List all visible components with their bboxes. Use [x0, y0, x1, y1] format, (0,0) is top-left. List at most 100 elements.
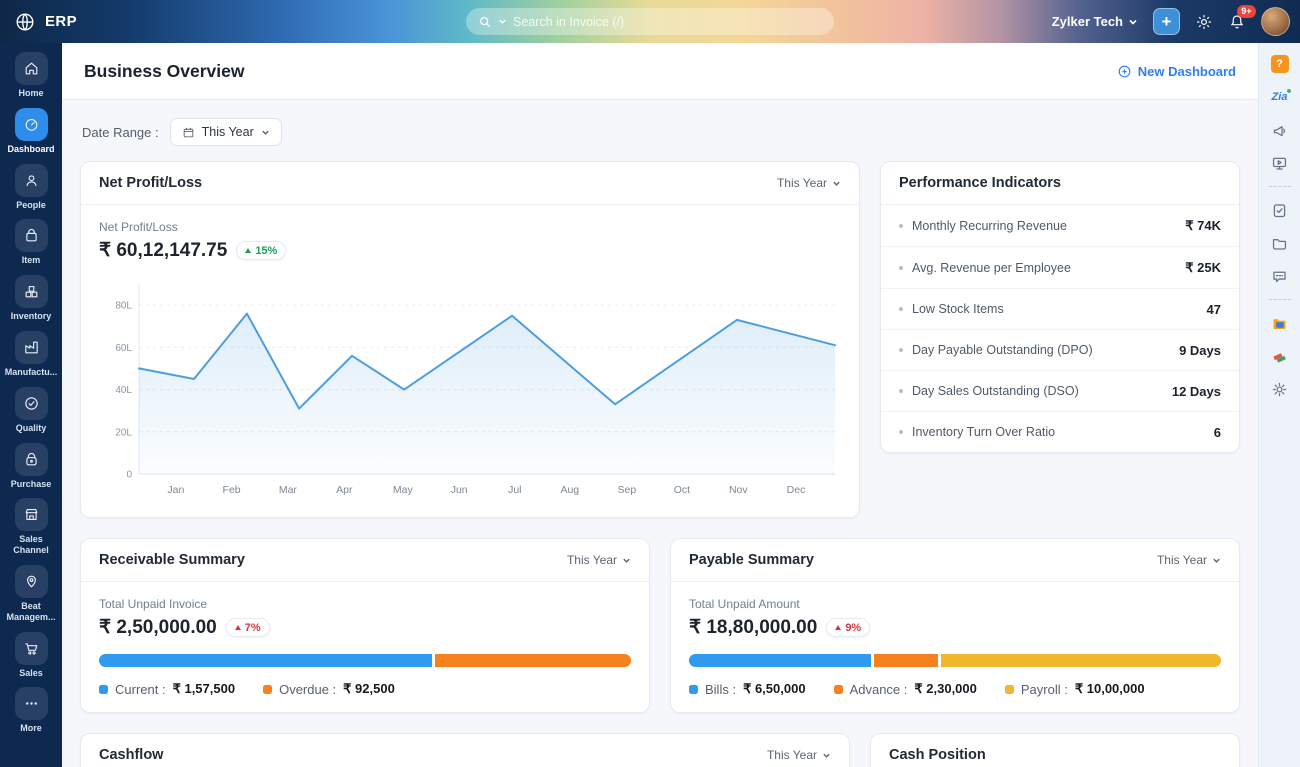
sidebar-item-beat-management[interactable]: Beat Managem...: [1, 564, 61, 623]
topbar: ERP Zylker Tech + 9+: [0, 0, 1300, 43]
notification-badge: 9+: [1236, 4, 1256, 18]
sidebar-item-manufacturing[interactable]: Manufactu...: [1, 330, 61, 378]
indicator-row: Day Payable Outstanding (DPO) 9 Days: [881, 330, 1239, 371]
indicator-row: Low Stock Items 47: [881, 289, 1239, 330]
card-title: Cashflow: [99, 747, 164, 763]
growth-badge: 9%: [826, 618, 871, 637]
sidebar-item-item[interactable]: Item: [1, 219, 61, 266]
sidebar-item-label: Home: [18, 88, 44, 98]
growth-badge: 15%: [236, 241, 287, 260]
erp-logo-icon: [14, 11, 36, 33]
user-avatar[interactable]: [1261, 7, 1290, 36]
settings-icon[interactable]: [1195, 13, 1213, 31]
payable-stacked-bar: [689, 654, 1221, 667]
indicator-label: Day Sales Outstanding (DSO): [912, 384, 1079, 398]
sidebar-item-more[interactable]: More: [1, 687, 61, 734]
sidebar-item-sales-channel[interactable]: Sales Channel: [1, 498, 61, 556]
sidebar-item-label: Item: [21, 255, 41, 266]
date-range-dropdown[interactable]: This Year: [169, 118, 282, 146]
net-profit-chart-svg: 80L 60L 40L 20L 0 Jan Feb Mar Apr May Jun Jul Aug Sep…: [115, 284, 836, 496]
dashboard-icon: [14, 107, 48, 141]
card-title: Net Profit/Loss: [99, 175, 203, 191]
new-dashboard-button[interactable]: New Dashboard: [1117, 64, 1236, 79]
boxes-icon: [14, 275, 48, 309]
chevron-down-icon: [262, 130, 269, 135]
receivable-legend: Current : ₹ 1,57,500 Overdue : ₹ 92,500: [99, 681, 631, 702]
legend-dot: [1004, 684, 1014, 694]
sidebar-item-label: People: [16, 199, 46, 210]
card-title: Performance Indicators: [899, 175, 1061, 191]
circle-plus-icon: [1118, 65, 1131, 77]
sidebar-item-home[interactable]: Home: [1, 52, 61, 99]
home-icon: [14, 52, 48, 85]
rail-folder-icon[interactable]: [1269, 232, 1291, 254]
notifications-bell-icon[interactable]: 9+: [1228, 4, 1256, 31]
cashflow-period-dropdown[interactable]: This Year: [767, 748, 831, 762]
sidebar-item-purchase[interactable]: Purchase: [1, 442, 61, 490]
bar-segment-current: [99, 654, 433, 667]
legend-dot: [833, 684, 843, 694]
page-title: Business Overview: [84, 60, 245, 81]
rail-workdrive-icon[interactable]: [1269, 312, 1291, 334]
purchase-bag-icon: [14, 442, 48, 476]
indicator-row: Avg. Revenue per Employee ₹ 25K: [881, 247, 1239, 289]
card-title: Cash Position: [889, 747, 986, 763]
legend-item-advance: Advance : ₹ 2,30,000: [833, 681, 977, 697]
rail-chat-icon[interactable]: [1269, 265, 1291, 287]
net-profit-period-dropdown[interactable]: This Year: [777, 176, 841, 190]
triangle-up-icon: [245, 248, 252, 253]
svg-text:Jul: Jul: [508, 484, 521, 496]
svg-text:Jan: Jan: [167, 484, 184, 496]
rail-tasks-icon[interactable]: [1269, 199, 1291, 221]
sidebar-item-label: Inventory: [10, 311, 52, 322]
sidebar-item-label: Sales Channel: [13, 534, 49, 556]
sidebar-item-label: Sales: [19, 667, 43, 678]
rail-divider: [1268, 186, 1291, 187]
legend-item-payroll: Payroll : ₹ 10,00,000: [1004, 681, 1145, 697]
receivable-period-dropdown[interactable]: This Year: [567, 553, 631, 567]
payable-period-dropdown[interactable]: This Year: [1157, 553, 1221, 567]
sidebar-item-quality[interactable]: Quality: [1, 386, 61, 434]
indicator-row: Inventory Turn Over Ratio 6: [881, 412, 1239, 452]
bar-segment-advance: [874, 654, 939, 667]
search-scope-chevron-icon[interactable]: [498, 17, 507, 26]
triangle-up-icon: [234, 625, 241, 630]
org-selector[interactable]: Zylker Tech: [1052, 14, 1138, 29]
left-sidebar: Home Dashboard People Item Inventory Manufact…: [0, 43, 62, 767]
quick-add-button[interactable]: +: [1153, 8, 1180, 35]
sidebar-item-label: Quality: [15, 422, 47, 433]
metric-value: ₹ 18,80,000.00: [689, 617, 818, 638]
sidebar-item-dashboard[interactable]: Dashboard: [1, 107, 61, 155]
page-header: Business Overview New Dashboard: [62, 43, 1258, 100]
cart-icon: [14, 631, 48, 665]
svg-text:40L: 40L: [115, 385, 132, 396]
sidebar-item-label: Manufactu...: [4, 366, 58, 377]
legend-dot: [99, 684, 108, 694]
legend-dot: [263, 684, 273, 694]
map-pin-icon: [14, 564, 48, 598]
triangle-up-icon: [835, 625, 842, 630]
svg-text:Mar: Mar: [279, 484, 298, 496]
rail-screen-play-icon[interactable]: [1269, 152, 1291, 174]
search-icon: [478, 15, 492, 29]
sidebar-item-sales[interactable]: Sales: [1, 631, 61, 679]
rail-help-icon[interactable]: ?: [1269, 53, 1291, 75]
rail-divider: [1268, 299, 1291, 300]
metric-value: ₹ 60,12,147.75: [99, 240, 228, 261]
receivable-stacked-bar: [99, 654, 631, 667]
sidebar-item-inventory[interactable]: Inventory: [1, 275, 61, 322]
chevron-down-icon: [833, 181, 840, 186]
svg-text:20L: 20L: [115, 427, 132, 438]
growth-badge: 7%: [225, 618, 270, 637]
rail-zia-icon[interactable]: Zia: [1271, 89, 1292, 103]
card-title: Receivable Summary: [99, 552, 245, 568]
rail-tags-icon[interactable]: [1269, 345, 1291, 367]
rail-settings-icon[interactable]: [1269, 378, 1291, 400]
search-input[interactable]: [513, 14, 822, 29]
receivable-summary-card: Receivable Summary This Year Total Unpai…: [80, 538, 650, 713]
sidebar-item-people[interactable]: People: [1, 163, 61, 211]
legend-item-current: Current : ₹ 1,57,500: [99, 681, 235, 697]
svg-text:0: 0: [126, 470, 132, 481]
rail-megaphone-icon[interactable]: [1269, 119, 1291, 141]
global-search[interactable]: [466, 8, 834, 35]
